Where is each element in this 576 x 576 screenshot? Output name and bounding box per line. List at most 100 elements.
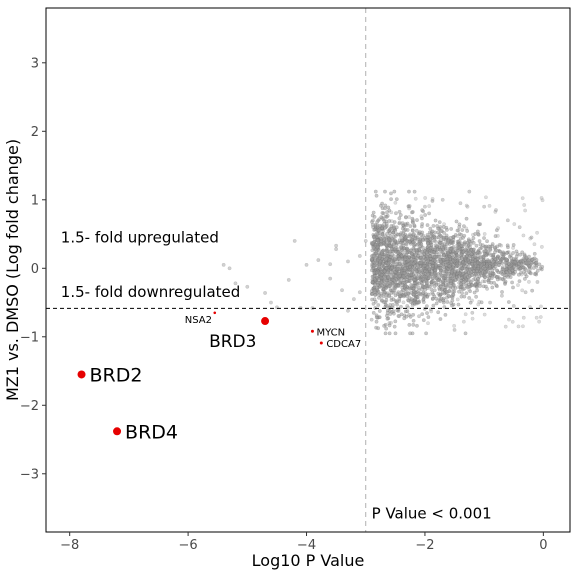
background-point (427, 254, 432, 259)
background-point (446, 267, 451, 272)
background-point (535, 230, 539, 235)
background-point (433, 247, 438, 252)
background-point (404, 287, 409, 292)
background-point (419, 242, 424, 247)
background-point (484, 263, 489, 268)
background-point (425, 311, 429, 315)
background-point (286, 278, 291, 282)
background-point (473, 252, 477, 256)
background-point (463, 312, 468, 317)
background-point (449, 227, 454, 231)
background-point (388, 255, 393, 259)
background-point (464, 281, 469, 286)
background-point (438, 259, 443, 264)
background-point (474, 285, 479, 290)
background-point (490, 285, 495, 290)
background-point (505, 251, 509, 256)
background-point (396, 307, 401, 311)
background-point (372, 288, 377, 293)
background-point (453, 233, 458, 237)
background-point (394, 211, 398, 216)
background-point (485, 247, 490, 252)
background-point (387, 321, 392, 325)
background-point (428, 246, 433, 251)
background-point (520, 288, 525, 293)
background-point (521, 315, 526, 320)
background-point (438, 299, 442, 304)
background-point (414, 248, 419, 253)
background-point (511, 251, 516, 255)
background-point (442, 230, 446, 235)
background-point (417, 230, 422, 234)
background-point (511, 285, 515, 290)
background-point (491, 253, 495, 257)
background-point (467, 287, 471, 292)
background-point (489, 280, 494, 285)
y-tick-label: 1 (31, 193, 39, 208)
background-point (512, 259, 517, 264)
background-point (469, 273, 474, 277)
background-point (496, 263, 501, 267)
background-point (471, 240, 476, 245)
background-point (529, 271, 533, 276)
background-point (421, 318, 426, 323)
p-value-annotation: P Value < 0.001 (372, 504, 492, 522)
background-point (462, 286, 467, 291)
background-point (522, 257, 527, 262)
background-point (539, 304, 543, 309)
background-point (493, 234, 498, 239)
background-point (472, 247, 476, 252)
background-point (379, 236, 383, 241)
background-point (388, 249, 393, 254)
background-point (462, 224, 466, 229)
background-point (408, 331, 412, 336)
background-point (488, 300, 492, 305)
background-point (426, 315, 431, 320)
background-point (425, 223, 430, 228)
background-point (465, 229, 470, 233)
background-point (495, 244, 500, 249)
background-point (459, 243, 464, 248)
background-point (388, 284, 393, 288)
background-point (516, 283, 520, 287)
background-point (475, 260, 480, 265)
background-point (480, 279, 485, 284)
background-point (376, 248, 381, 253)
background-point (457, 289, 461, 294)
background-point (351, 297, 356, 302)
background-point (528, 264, 532, 268)
background-point (403, 215, 408, 220)
background-point (407, 239, 412, 244)
background-point (479, 273, 484, 278)
background-point (388, 234, 393, 239)
background-point (334, 247, 339, 252)
background-point (389, 246, 394, 251)
background-point (449, 247, 454, 252)
background-point (382, 236, 387, 241)
background-point (410, 228, 415, 233)
background-point (426, 271, 431, 276)
background-point (425, 241, 430, 246)
background-point (395, 266, 400, 271)
background-point (518, 252, 523, 257)
background-point (414, 269, 419, 274)
x-tick-label: 0 (539, 538, 547, 553)
background-point (523, 272, 528, 276)
background-point (427, 204, 432, 209)
background-point (462, 254, 467, 259)
background-point (413, 236, 418, 241)
background-point (427, 267, 432, 272)
background-point (470, 298, 474, 303)
plot-frame (45, 7, 571, 533)
background-point (383, 203, 388, 208)
background-point (421, 300, 426, 304)
background-point (392, 278, 396, 283)
background-point (459, 294, 464, 299)
background-point (464, 277, 468, 282)
background-point (495, 268, 499, 273)
highlight-point-cdca7 (319, 341, 323, 345)
background-point (410, 216, 415, 221)
background-point (392, 324, 397, 329)
